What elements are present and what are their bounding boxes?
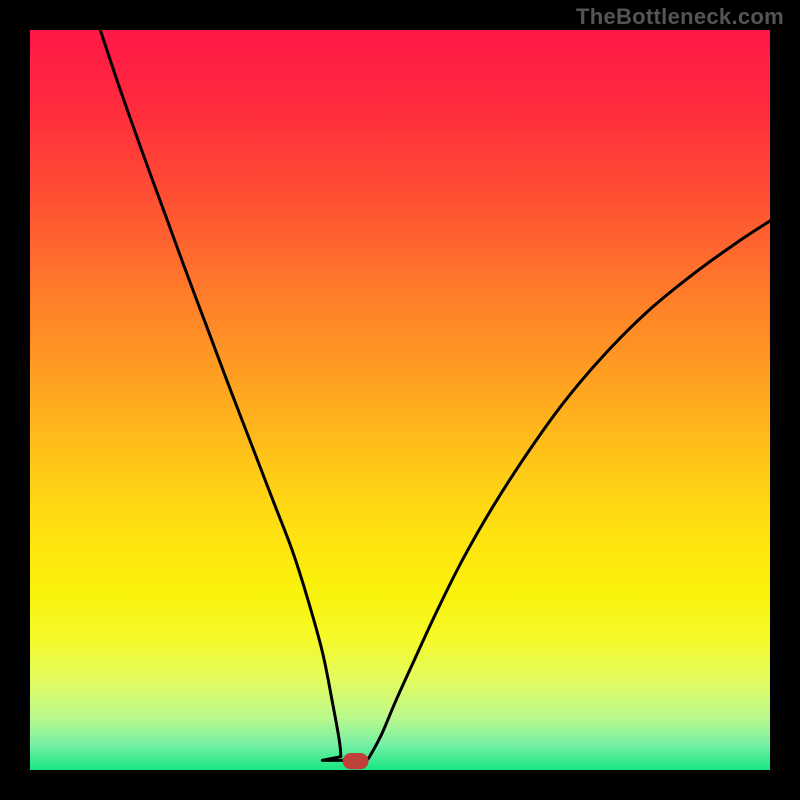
plot-background: [30, 30, 770, 770]
chart-stage: TheBottleneck.com: [0, 0, 800, 800]
bottleneck-chart: [0, 0, 800, 800]
optimum-marker: [343, 753, 369, 769]
watermark-text: TheBottleneck.com: [576, 4, 784, 30]
